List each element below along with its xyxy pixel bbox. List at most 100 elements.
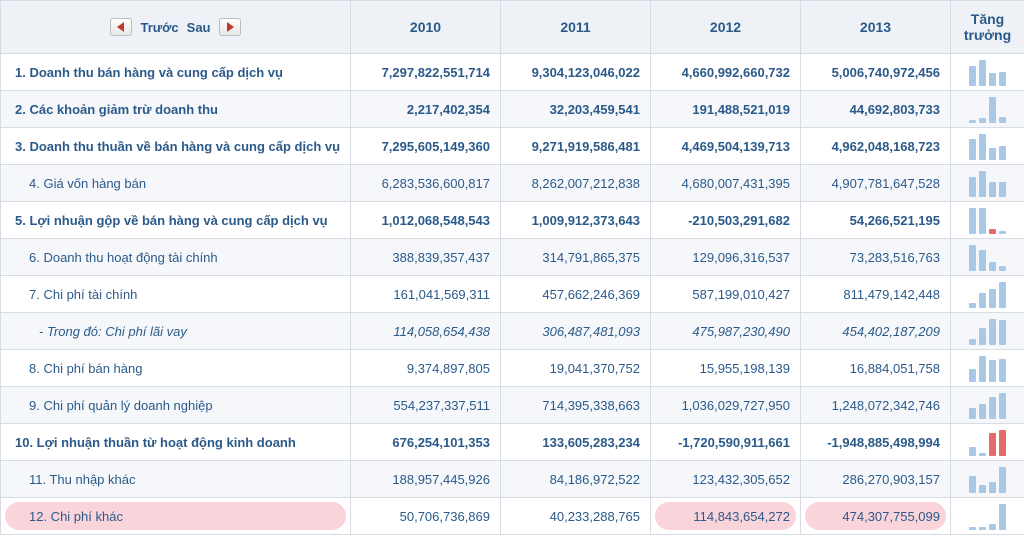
spark-bar <box>979 118 986 123</box>
sparkline <box>957 280 1018 308</box>
spark-bar <box>969 66 976 86</box>
row-label: 9. Chi phí quản lý doanh nghiệp <box>1 387 351 424</box>
sparkline <box>957 206 1018 234</box>
table-row: 11. Thu nhập khác188,957,445,92684,186,9… <box>1 461 1024 498</box>
row-value: 676,254,101,353 <box>351 424 501 461</box>
table-row: 3. Doanh thu thuần về bán hàng và cung c… <box>1 128 1024 165</box>
spark-bar <box>969 447 976 456</box>
row-value: 2,217,402,354 <box>351 91 501 128</box>
spark-bar <box>999 266 1006 271</box>
spark-bar <box>989 319 996 345</box>
table-row: 4. Giá vốn hàng bán6,283,536,600,8178,26… <box>1 165 1024 202</box>
spark-bar <box>979 527 986 530</box>
spark-bar <box>999 72 1006 86</box>
row-value: 9,304,123,046,022 <box>501 54 651 91</box>
spark-bar <box>969 408 976 419</box>
spark-bar <box>969 177 976 197</box>
sparkline-cell <box>951 239 1024 276</box>
row-value: 7,297,822,551,714 <box>351 54 501 91</box>
triangle-right-icon <box>226 22 234 32</box>
spark-bar <box>969 476 976 493</box>
row-value: -210,503,291,682 <box>651 202 801 239</box>
spark-bar <box>969 369 976 382</box>
row-value: 7,295,605,149,360 <box>351 128 501 165</box>
row-value: 1,009,912,373,643 <box>501 202 651 239</box>
table-row: - Trong đó: Chi phí lãi vay114,058,654,4… <box>1 313 1024 350</box>
prev-label: Trước <box>140 20 178 35</box>
row-label: 1. Doanh thu bán hàng và cung cấp dịch v… <box>1 54 351 91</box>
row-value: 129,096,316,537 <box>651 239 801 276</box>
spark-bar <box>979 328 986 345</box>
spark-bar <box>969 339 976 345</box>
sparkline-cell <box>951 498 1024 535</box>
sparkline <box>957 465 1018 493</box>
row-value: 44,692,803,733 <box>801 91 951 128</box>
row-value: 114,843,654,272 <box>651 498 801 535</box>
sparkline-cell <box>951 276 1024 313</box>
spark-bar <box>989 73 996 86</box>
growth-header: Tăng trưởng <box>951 1 1024 54</box>
spark-bar <box>999 359 1006 382</box>
spark-bar <box>979 208 986 234</box>
spark-bar <box>999 467 1006 493</box>
sparkline-cell <box>951 202 1024 239</box>
sparkline <box>957 354 1018 382</box>
row-value: 5,006,740,972,456 <box>801 54 951 91</box>
sparkline <box>957 317 1018 345</box>
triangle-left-icon <box>117 22 125 32</box>
spark-bar <box>999 320 1006 345</box>
spark-bar <box>989 482 996 493</box>
row-value: 123,432,305,652 <box>651 461 801 498</box>
spark-bar <box>969 245 976 271</box>
spark-bar <box>999 231 1006 234</box>
spark-bar <box>969 208 976 234</box>
row-value: 388,839,357,437 <box>351 239 501 276</box>
spark-bar <box>979 293 986 308</box>
row-value: 4,907,781,647,528 <box>801 165 951 202</box>
spark-bar <box>989 229 996 234</box>
row-label: 12. Chi phí khác <box>1 498 351 535</box>
table-row: 7. Chi phí tài chính161,041,569,311457,6… <box>1 276 1024 313</box>
row-value: -1,948,885,498,994 <box>801 424 951 461</box>
sparkline-cell <box>951 350 1024 387</box>
row-value: 314,791,865,375 <box>501 239 651 276</box>
row-value: 4,680,007,431,395 <box>651 165 801 202</box>
spark-bar <box>979 171 986 197</box>
sparkline <box>957 58 1018 86</box>
row-value: 114,058,654,438 <box>351 313 501 350</box>
next-label: Sau <box>187 20 211 35</box>
prev-button[interactable] <box>110 18 132 36</box>
table-row: 5. Lợi nhuận gộp về bán hàng và cung cấp… <box>1 202 1024 239</box>
spark-bar <box>989 433 996 456</box>
spark-bar <box>989 397 996 419</box>
row-value: 73,283,516,763 <box>801 239 951 276</box>
row-value: 84,186,972,522 <box>501 461 651 498</box>
spark-bar <box>999 146 1006 160</box>
row-value: 161,041,569,311 <box>351 276 501 313</box>
sparkline <box>957 502 1018 530</box>
row-value: 16,884,051,758 <box>801 350 951 387</box>
table-row: 10. Lợi nhuận thuần từ hoạt động kinh do… <box>1 424 1024 461</box>
spark-bar <box>979 250 986 271</box>
sparkline-cell <box>951 424 1024 461</box>
spark-bar <box>979 453 986 456</box>
row-value: 4,469,504,139,713 <box>651 128 801 165</box>
spark-bar <box>989 182 996 197</box>
row-value: 8,262,007,212,838 <box>501 165 651 202</box>
table-row: 9. Chi phí quản lý doanh nghiệp554,237,3… <box>1 387 1024 424</box>
row-value: 457,662,246,369 <box>501 276 651 313</box>
row-label: 10. Lợi nhuận thuần từ hoạt động kinh do… <box>1 424 351 461</box>
spark-bar <box>989 524 996 530</box>
row-value: 54,266,521,195 <box>801 202 951 239</box>
spark-bar <box>999 282 1006 308</box>
row-label: 6. Doanh thu hoạt động tài chính <box>1 239 351 276</box>
year-header-3: 2013 <box>801 1 951 54</box>
row-label: 11. Thu nhập khác <box>1 461 351 498</box>
row-value: 32,203,459,541 <box>501 91 651 128</box>
next-button[interactable] <box>219 18 241 36</box>
financial-table: Trước Sau 2010 2011 2012 2013 Tăng trưởn… <box>0 0 1024 535</box>
row-value: 1,012,068,548,543 <box>351 202 501 239</box>
sparkline <box>957 95 1018 123</box>
nav-header-cell: Trước Sau <box>1 1 351 54</box>
spark-bar <box>979 356 986 382</box>
